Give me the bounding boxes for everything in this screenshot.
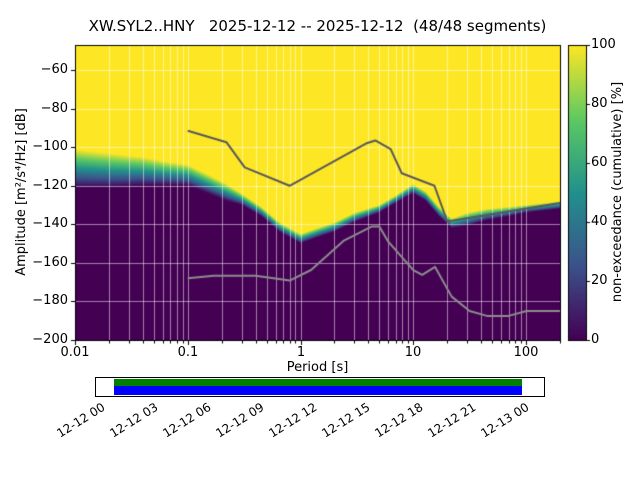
colorbar-tick-label: 60	[591, 155, 608, 170]
colorbar-tick-label: 100	[591, 37, 616, 52]
colorbar-tick-label: 80	[591, 96, 608, 111]
y-tick-label: −180	[32, 293, 68, 308]
colorbar-tick-label: 40	[591, 214, 608, 229]
y-tick-label: −140	[32, 216, 68, 231]
colorbar-tick-label: 0	[591, 332, 600, 347]
colorbar-label: non-exceedance (cumulative) [%]	[610, 81, 625, 303]
x-axis-label: Period [s]	[286, 360, 349, 375]
y-tick-label: −160	[32, 255, 68, 270]
y-tick-label: −120	[32, 178, 68, 193]
y-tick-label: −80	[40, 101, 68, 116]
y-tick-label: −200	[32, 332, 68, 347]
x-tick-label: 0.01	[60, 345, 90, 360]
x-tick-label: 10	[404, 345, 422, 360]
x-tick-label: 0.1	[177, 345, 199, 360]
coverage-bar-data	[114, 386, 522, 395]
x-tick-label: 100	[513, 345, 539, 360]
y-tick-label: −100	[32, 139, 68, 154]
x-tick-label: 1	[296, 345, 306, 360]
coverage-bar-used	[114, 379, 522, 386]
y-tick-label: −60	[40, 62, 68, 77]
colorbar-tick-label: 20	[591, 273, 608, 288]
chart-title: XW.SYL2..HNY 2025-12-12 -- 2025-12-12 (4…	[88, 17, 547, 35]
